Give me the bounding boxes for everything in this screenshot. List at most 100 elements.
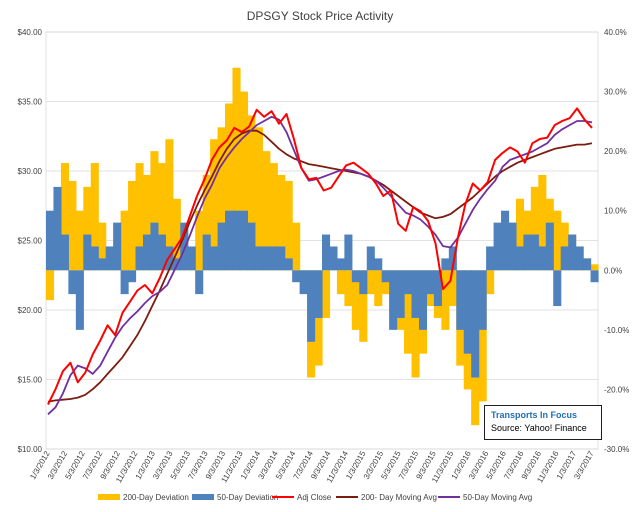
deviation-bar-50 [381, 270, 390, 283]
deviation-bar-50 [575, 246, 584, 271]
deviation-bar-200 [478, 270, 487, 402]
annotation-source: Source: Yahoo! Finance [491, 423, 587, 433]
deviation-bar-200 [247, 115, 256, 271]
left-tick-label: $35.00 [18, 98, 43, 107]
deviation-bar-50 [195, 270, 204, 295]
deviation-bar-200 [530, 186, 539, 271]
deviation-bar-200 [120, 210, 129, 271]
deviation-bar-200 [269, 163, 278, 271]
deviation-bar-200 [75, 210, 84, 271]
deviation-bar-50 [292, 270, 301, 283]
left-tick-label: $25.00 [18, 237, 43, 246]
deviation-bar-50 [411, 270, 420, 318]
deviation-bar-200 [344, 270, 353, 307]
left-tick-label: $20.00 [18, 306, 43, 315]
deviation-bar-50 [336, 258, 345, 271]
deviation-bar-50 [523, 234, 532, 271]
deviation-bar-200 [165, 139, 174, 271]
deviation-bar-200 [90, 163, 99, 271]
deviation-bar-50 [418, 270, 428, 330]
deviation-bar-50 [307, 270, 316, 342]
deviation-bar-50 [150, 222, 159, 271]
deviation-bar-50 [493, 222, 502, 271]
deviation-bar-50 [590, 270, 599, 283]
left-tick-label: $10.00 [18, 445, 43, 454]
deviation-bar-200 [381, 270, 390, 295]
deviation-bar-50 [389, 270, 398, 330]
deviation-bar-50 [135, 246, 144, 271]
adj-close-line [47, 107, 593, 405]
deviation-bar-50 [90, 246, 99, 271]
deviation-bar-50 [344, 234, 353, 271]
price-lines [47, 107, 593, 415]
deviation-bar-50 [299, 270, 308, 295]
deviation-bar-200 [448, 270, 457, 307]
deviation-bar-50 [225, 210, 234, 271]
right-tick-label: -30.0% [604, 445, 629, 454]
right-tick-label: -10.0% [604, 326, 629, 335]
left-tick-label: $15.00 [18, 376, 43, 385]
deviation-bar-50 [60, 234, 69, 271]
deviation-bar-200 [515, 198, 525, 271]
deviation-bar-50 [433, 270, 442, 307]
deviation-bar-200 [135, 163, 144, 271]
deviation-bar-200 [60, 163, 69, 271]
deviation-bar-50 [202, 234, 211, 271]
deviation-bar-50 [68, 270, 77, 295]
right-tick-label: -20.0% [604, 385, 629, 394]
deviation-bar-200 [292, 222, 301, 271]
deviation-bar-50 [262, 246, 271, 271]
right-tick-label: 40.0% [604, 28, 627, 37]
annotation-box: Transports In Focus Source: Yahoo! Finan… [484, 405, 602, 440]
left-tick-label: $40.00 [18, 28, 43, 37]
deviation-bar-200 [128, 180, 137, 271]
deviation-bar-200 [232, 67, 241, 271]
deviation-bar-50 [359, 270, 368, 295]
deviation-bar-200 [98, 222, 107, 271]
deviation-bar-50 [456, 270, 465, 330]
deviation-bar-200 [254, 127, 263, 271]
deviation-bar-50 [254, 246, 263, 271]
deviation-bar-50 [583, 258, 592, 271]
deviation-bar-200 [284, 180, 293, 271]
deviation-bar-50 [560, 246, 569, 271]
deviation-bar-50 [98, 258, 107, 271]
legend-label: Adj Close [297, 493, 332, 502]
deviation-bar-50 [180, 222, 189, 271]
deviation-bar-50 [486, 246, 495, 271]
deviation-bar-50 [329, 246, 338, 271]
deviation-bar-200 [83, 186, 92, 271]
deviation-bar-50 [568, 234, 577, 271]
deviation-bar-50 [232, 210, 241, 271]
deviation-bar-200 [195, 210, 204, 271]
deviation-bar-50 [374, 258, 383, 271]
deviation-bar-50 [105, 246, 114, 271]
chart-title: DPSGY Stock Price Activity [247, 9, 394, 23]
deviation-bar-50 [247, 222, 256, 271]
deviation-bar-50 [441, 258, 450, 271]
deviation-bar-50 [142, 234, 152, 271]
deviation-bar-50 [46, 210, 55, 271]
right-tick-label: 0.0% [604, 266, 622, 275]
deviation-bar-50 [322, 234, 331, 271]
deviation-bar-50 [553, 270, 562, 307]
deviation-bar-50 [187, 246, 196, 271]
legend-label: 200-Day Deviation [123, 493, 189, 502]
deviation-bar-200 [157, 163, 166, 271]
deviation-bar-50 [217, 222, 226, 271]
deviation-bar-50 [113, 222, 122, 271]
deviation-bar-50 [471, 270, 480, 378]
deviation-bar-200 [590, 264, 599, 271]
right-tick-label: 20.0% [604, 147, 627, 156]
left-tick-label: $30.00 [18, 167, 43, 176]
deviation-bar-50 [239, 210, 249, 271]
legend: 200-Day Deviation 50-Day Deviation Adj Clo… [98, 493, 532, 502]
deviation-bar-200 [210, 139, 219, 271]
deviation-bar-200 [366, 270, 375, 295]
deviation-bar-200 [441, 270, 450, 330]
ma200-line [47, 129, 593, 403]
deviation-bar-50 [83, 234, 92, 271]
legend-label: 200- Day Moving Avg [361, 493, 437, 502]
legend-swatch [98, 494, 120, 500]
